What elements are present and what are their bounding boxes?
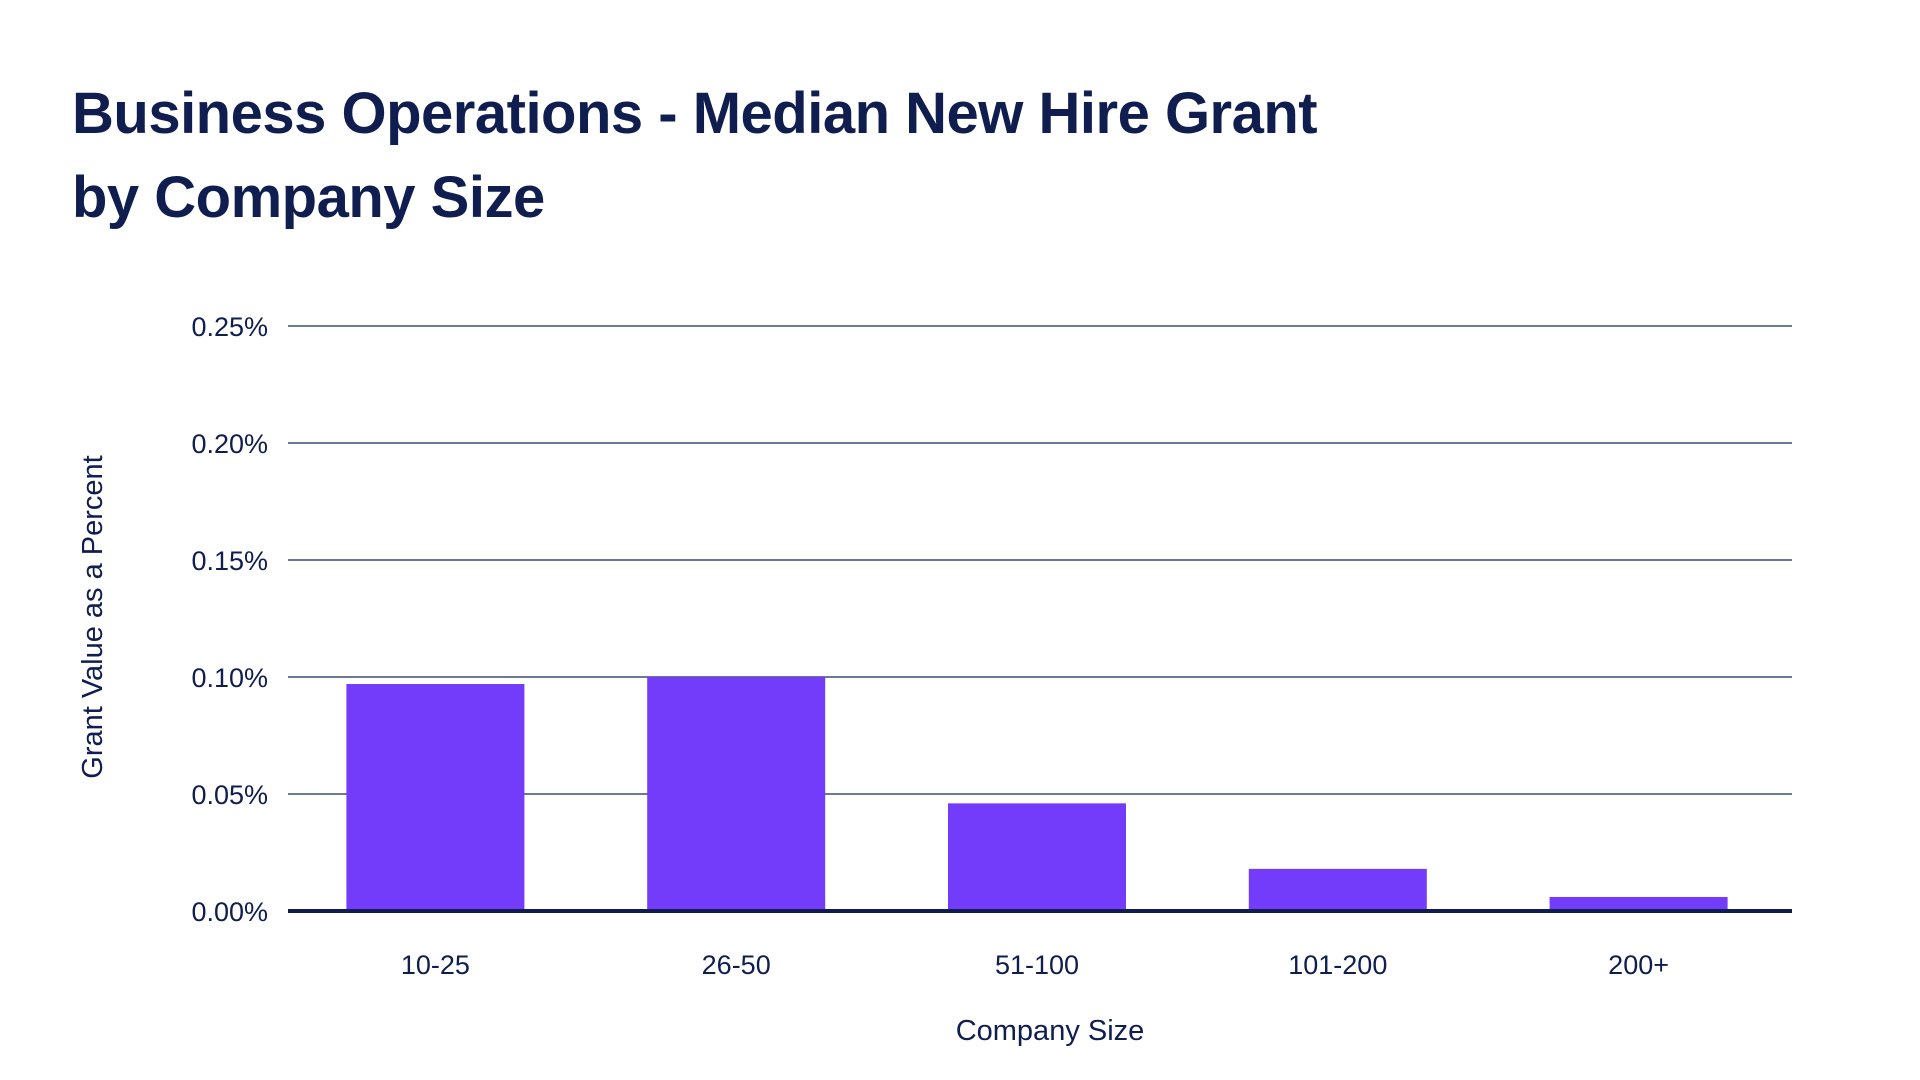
bar [346,684,525,911]
chart-title: Business Operations - Median New Hire Gr… [72,72,1572,240]
y-tick-label: 0.15% [191,546,268,576]
bar [1248,868,1427,911]
y-axis-title: Grant Value as a Percent [77,455,109,778]
bar [1549,896,1728,911]
y-tick-labels: 0.00% 0.05% 0.10% 0.15% 0.20% 0.25% [191,312,268,927]
y-tick-label: 0.05% [191,780,268,810]
gridlines [288,325,1792,795]
x-tick-label: 101-200 [1288,950,1387,980]
y-tick-label: 0.00% [191,897,268,927]
x-tick-labels: 10-25 26-50 51-100 101-200 200+ [401,950,1669,980]
chart-title-line-2: by Company Size [72,165,545,230]
chart-title-line-1: Business Operations - Median New Hire Gr… [72,81,1318,146]
bars [346,677,1728,911]
bar [948,803,1126,911]
y-tick-label: 0.10% [191,663,268,693]
x-tick-label: 51-100 [995,950,1079,980]
x-tick-label: 26-50 [702,950,771,980]
x-tick-label: 200+ [1608,950,1669,980]
y-tick-label: 0.20% [191,429,268,459]
x-tick-label: 10-25 [401,950,470,980]
y-tick-label: 0.25% [191,312,268,342]
x-axis-title: Company Size [956,1015,1145,1047]
bar [647,677,826,911]
